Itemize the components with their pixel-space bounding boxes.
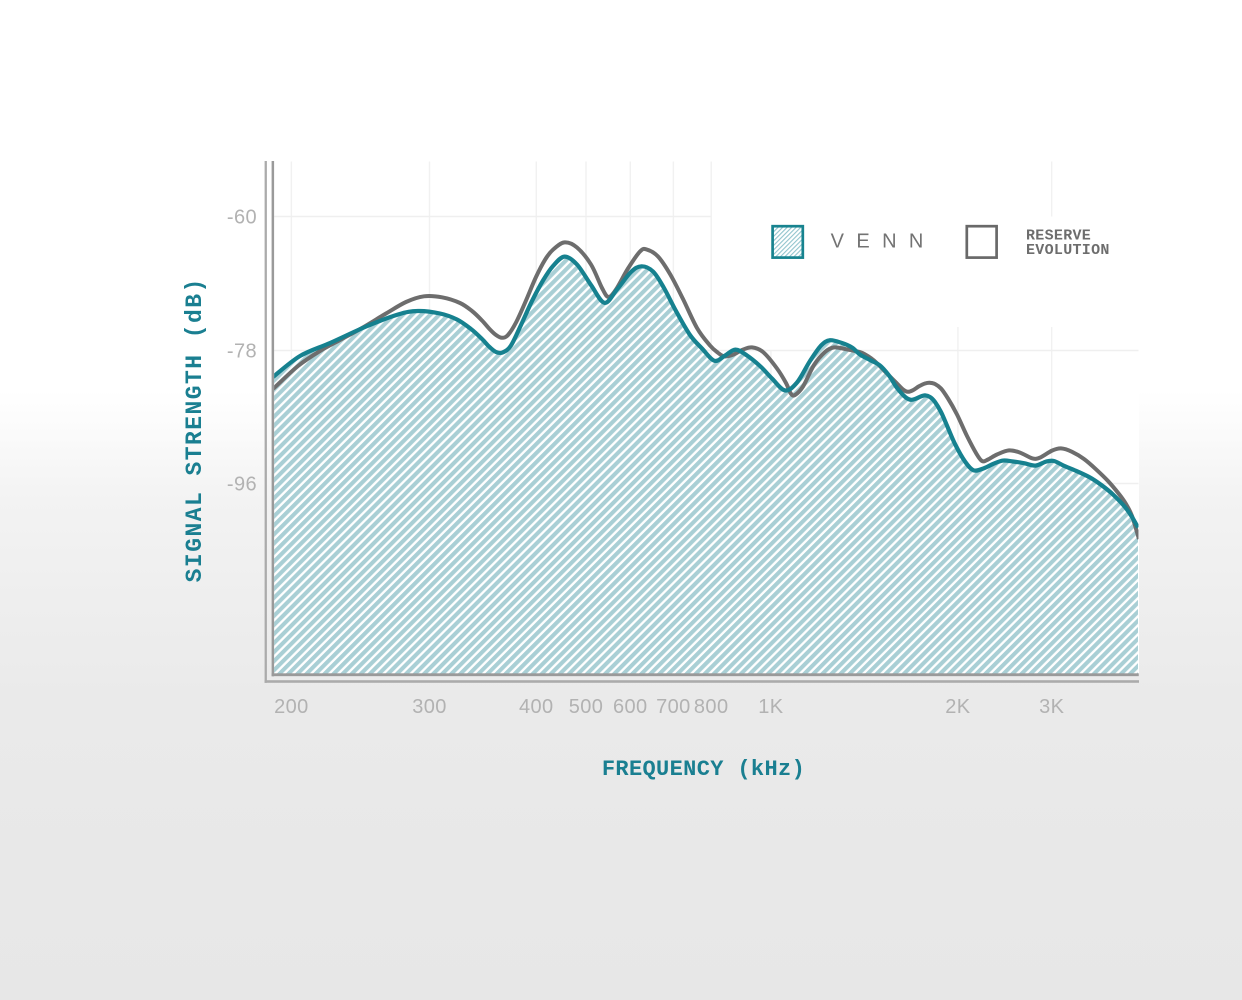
svg-text:VENN: VENN (831, 231, 936, 253)
svg-text:-96: -96 (227, 474, 257, 496)
svg-text:400: 400 (519, 696, 554, 718)
svg-text:-78: -78 (227, 341, 257, 363)
svg-text:-60: -60 (227, 207, 257, 229)
svg-text:500: 500 (569, 696, 604, 718)
svg-text:SIGNAL STRENGTH (dB): SIGNAL STRENGTH (dB) (182, 277, 208, 582)
svg-text:800: 800 (694, 696, 729, 718)
svg-text:700: 700 (656, 696, 691, 718)
svg-text:2K: 2K (945, 696, 971, 718)
svg-text:300: 300 (412, 696, 447, 718)
svg-text:200: 200 (274, 696, 309, 718)
svg-text:EVOLUTION: EVOLUTION (1026, 242, 1110, 259)
svg-text:3K: 3K (1039, 696, 1065, 718)
svg-text:FREQUENCY (kHz): FREQUENCY (kHz) (602, 757, 805, 782)
svg-text:RESERVE: RESERVE (1026, 227, 1091, 244)
svg-text:1K: 1K (758, 696, 784, 718)
svg-text:600: 600 (613, 696, 648, 718)
